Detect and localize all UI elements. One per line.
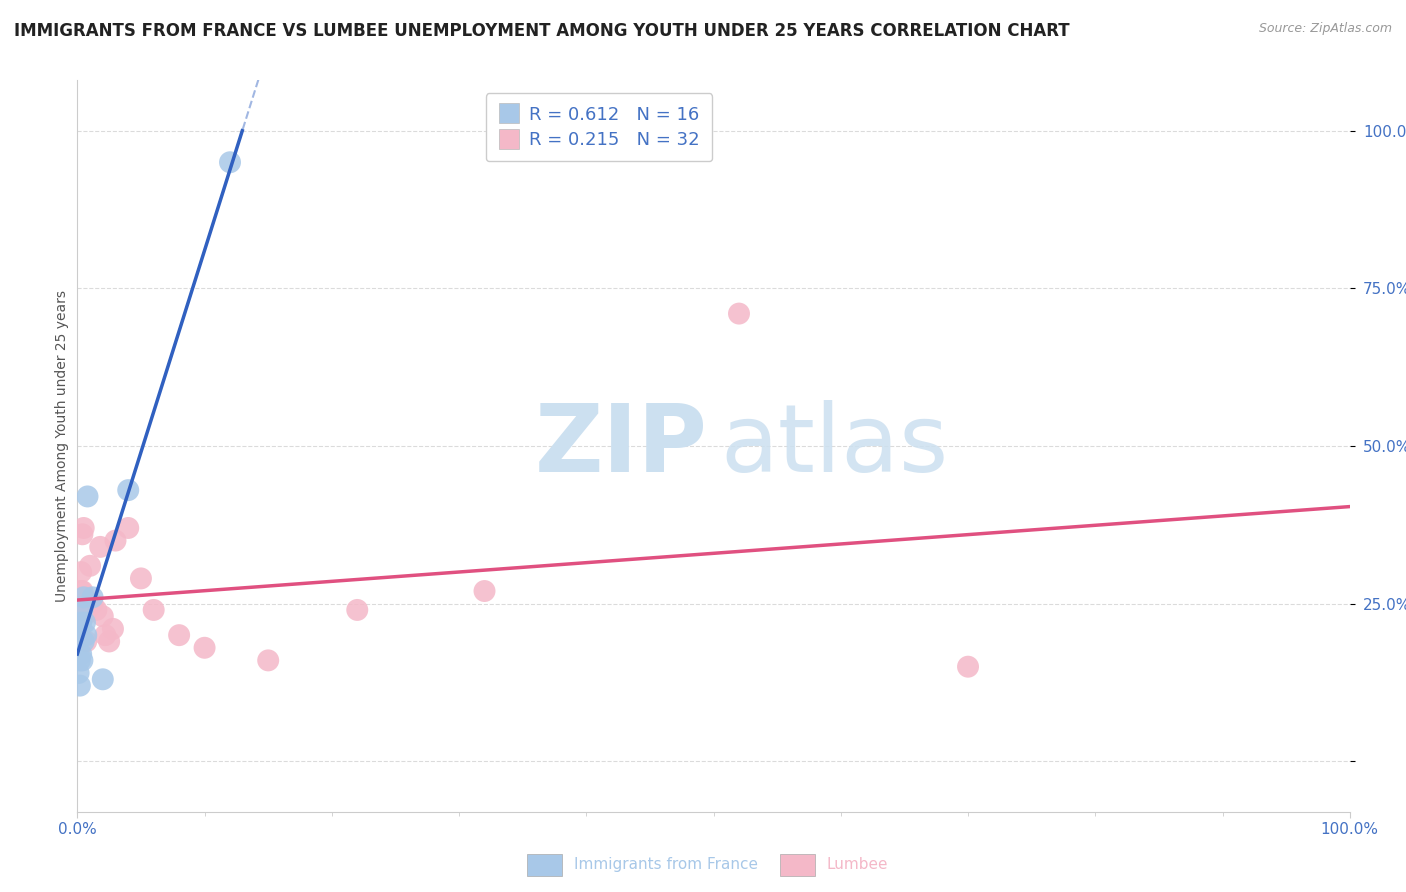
Point (73, 591, 96, 605)
Point (67, 615, 90, 630)
Point (67, 665, 90, 680)
Point (77, 597, 100, 611)
Point (346, 603, 368, 617)
Point (70, 615, 93, 630)
Point (73, 521, 96, 535)
Text: Source: ZipAtlas.com: Source: ZipAtlas.com (1258, 22, 1392, 36)
Point (73, 634, 96, 648)
Point (117, 521, 139, 535)
Point (474, 584, 496, 599)
Point (76, 603, 98, 617)
Point (69, 591, 91, 605)
Point (94, 628, 117, 642)
Point (89, 540, 111, 554)
Point (167, 628, 190, 642)
Point (98, 634, 121, 648)
Point (86, 603, 108, 617)
Point (72, 527, 94, 541)
Point (91, 673, 114, 687)
Point (75, 634, 97, 648)
Point (76, 490, 98, 504)
Point (957, 659, 980, 673)
Point (82, 597, 104, 611)
Point (101, 622, 124, 636)
Point (73, 591, 96, 605)
Point (82, 591, 104, 605)
Point (69, 679, 91, 693)
Text: Immigrants from France: Immigrants from France (574, 857, 758, 871)
Point (70, 647, 93, 661)
Point (72, 653, 94, 667)
Point (69, 653, 91, 667)
Point (79, 558, 101, 573)
Point (91, 609, 114, 624)
Point (73, 615, 96, 630)
Point (69, 628, 91, 642)
Point (73, 609, 96, 624)
Point (728, 307, 751, 321)
Point (70, 584, 93, 599)
Point (257, 653, 280, 667)
Text: ZIP: ZIP (534, 400, 707, 492)
Point (219, 155, 242, 169)
Point (117, 483, 139, 497)
Point (70, 565, 93, 579)
Text: atlas: atlas (720, 400, 948, 492)
Point (129, 571, 152, 585)
Text: Lumbee: Lumbee (827, 857, 889, 871)
Point (75, 628, 97, 642)
Point (104, 533, 127, 548)
Point (72, 584, 94, 599)
Text: IMMIGRANTS FROM FRANCE VS LUMBEE UNEMPLOYMENT AMONG YOUTH UNDER 25 YEARS CORRELA: IMMIGRANTS FROM FRANCE VS LUMBEE UNEMPLO… (14, 22, 1070, 40)
Point (72, 603, 94, 617)
Y-axis label: Unemployment Among Youth under 25 years: Unemployment Among Youth under 25 years (55, 290, 69, 602)
Legend: R = 0.612   N = 16, R = 0.215   N = 32: R = 0.612 N = 16, R = 0.215 N = 32 (485, 93, 713, 161)
Point (142, 603, 165, 617)
Point (194, 640, 217, 655)
